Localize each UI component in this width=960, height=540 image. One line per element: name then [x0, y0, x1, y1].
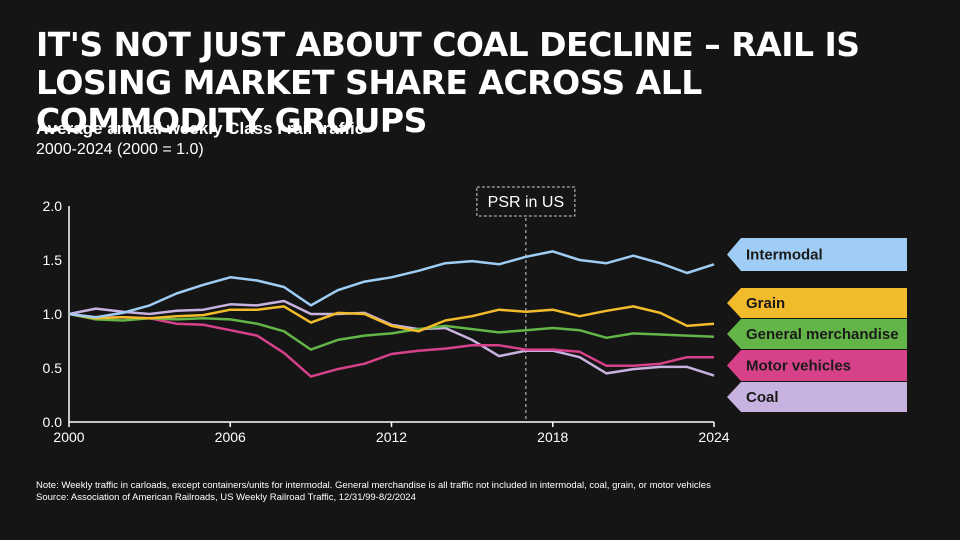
- legend-label: Grain: [746, 295, 785, 312]
- footnote-source: Source: Association of American Railroad…: [36, 492, 416, 503]
- chart-subtitle-range: 2000-2024 (2000 = 1.0): [36, 141, 204, 158]
- x-tick-label: 2024: [698, 429, 729, 445]
- legend-tag: [727, 288, 907, 318]
- y-tick-label: 0.5: [43, 360, 63, 376]
- series-line-coal: [68, 299, 715, 377]
- legend-tag: [727, 350, 907, 381]
- footnote-note: Note: Weekly traffic in carloads, except…: [36, 480, 711, 491]
- y-tick-label: 0.0: [43, 414, 63, 430]
- x-tick-label: 2018: [537, 429, 568, 445]
- psr-label-box: [476, 186, 576, 217]
- legend-label: Motor vehicles: [746, 358, 851, 375]
- legend-tag: [727, 319, 907, 349]
- x-tick-label: 2000: [53, 429, 84, 445]
- x-tick-label: 2006: [215, 429, 246, 445]
- series-line-general-merchandise: [68, 312, 715, 351]
- x-tick-label: 2012: [376, 429, 407, 445]
- psr-label: PSR in US: [488, 194, 564, 211]
- series-line-grain: [68, 305, 715, 333]
- headline: It's not just about coal decline – rail …: [36, 25, 860, 140]
- legend-tag: [727, 382, 907, 412]
- series-line-motor-vehicles: [68, 312, 714, 378]
- legend-label: Intermodal: [746, 247, 823, 264]
- footnote: Note: Weekly traffic in carloads, except…: [36, 480, 711, 504]
- y-tick-label: 2.0: [43, 198, 63, 214]
- chart-subtitle: Average annual weekly Class I rail traff…: [36, 119, 365, 138]
- y-tick-label: 1.0: [43, 306, 63, 322]
- legend-label: General merchandise: [746, 326, 899, 343]
- legend-label: Coal: [746, 389, 779, 406]
- series-line-intermodal: [68, 250, 715, 319]
- legend-tag: [727, 238, 907, 271]
- y-tick-label: 1.5: [43, 252, 63, 268]
